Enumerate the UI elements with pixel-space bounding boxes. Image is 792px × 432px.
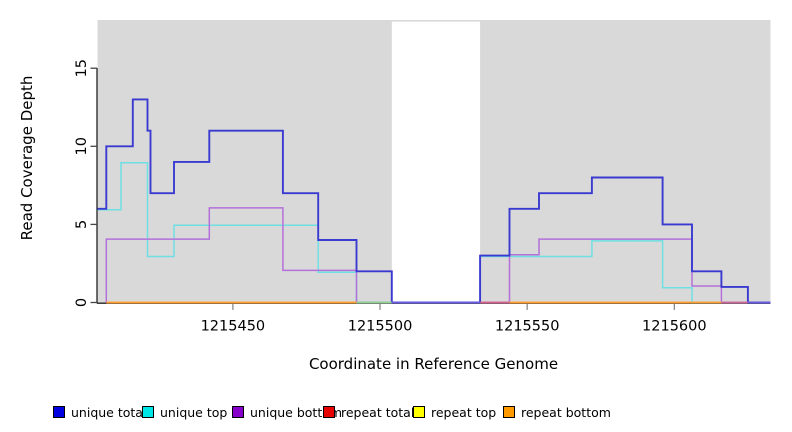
x-tick-label: 1215600 [642,318,707,334]
x-tick-label: 1215550 [495,318,560,334]
y-axis-title: Read Coverage Depth [18,75,36,241]
y-tick-label: 5 [74,220,90,229]
y-tick-label: 15 [74,59,90,77]
legend-item-unique-top: unique top [142,402,228,420]
legend-item-repeat-total: repeat total [323,402,415,420]
legend-swatch-repeat-bottom [503,405,515,418]
legend-item-unique-total: unique total [53,402,147,420]
x-tick-label: 1215450 [201,318,266,334]
x-axis-title: Coordinate in Reference Genome [308,355,559,373]
legend-label: repeat top [431,405,497,420]
legend-swatch-unique-bottom [232,405,244,418]
legend-swatch-repeat-total [323,405,335,418]
legend-item-repeat-top: repeat top [413,402,497,420]
legend-label: unique total [71,405,147,420]
chart-canvas: 1215450 1215500 1215550 1215600 0 5 10 15 [74,20,771,334]
legend-swatch-repeat-top [413,405,425,418]
legend-item-repeat-bottom: repeat bottom [503,402,611,420]
y-tick-label: 10 [74,137,90,155]
x-tick-label: 1215500 [348,318,413,334]
legend-swatch-unique-total [53,405,65,418]
series-unique-total-line [97,98,771,304]
legend-label: repeat bottom [521,405,611,420]
coverage-gap-band [391,21,481,304]
y-tick-label: 0 [74,298,90,307]
legend-item-unique-bottom: unique bottom [232,402,343,420]
legend-label: repeat total [341,405,415,420]
legend-label: unique bottom [250,405,343,420]
legend-label: unique top [160,405,228,420]
legend-swatch-unique-top [142,405,154,418]
